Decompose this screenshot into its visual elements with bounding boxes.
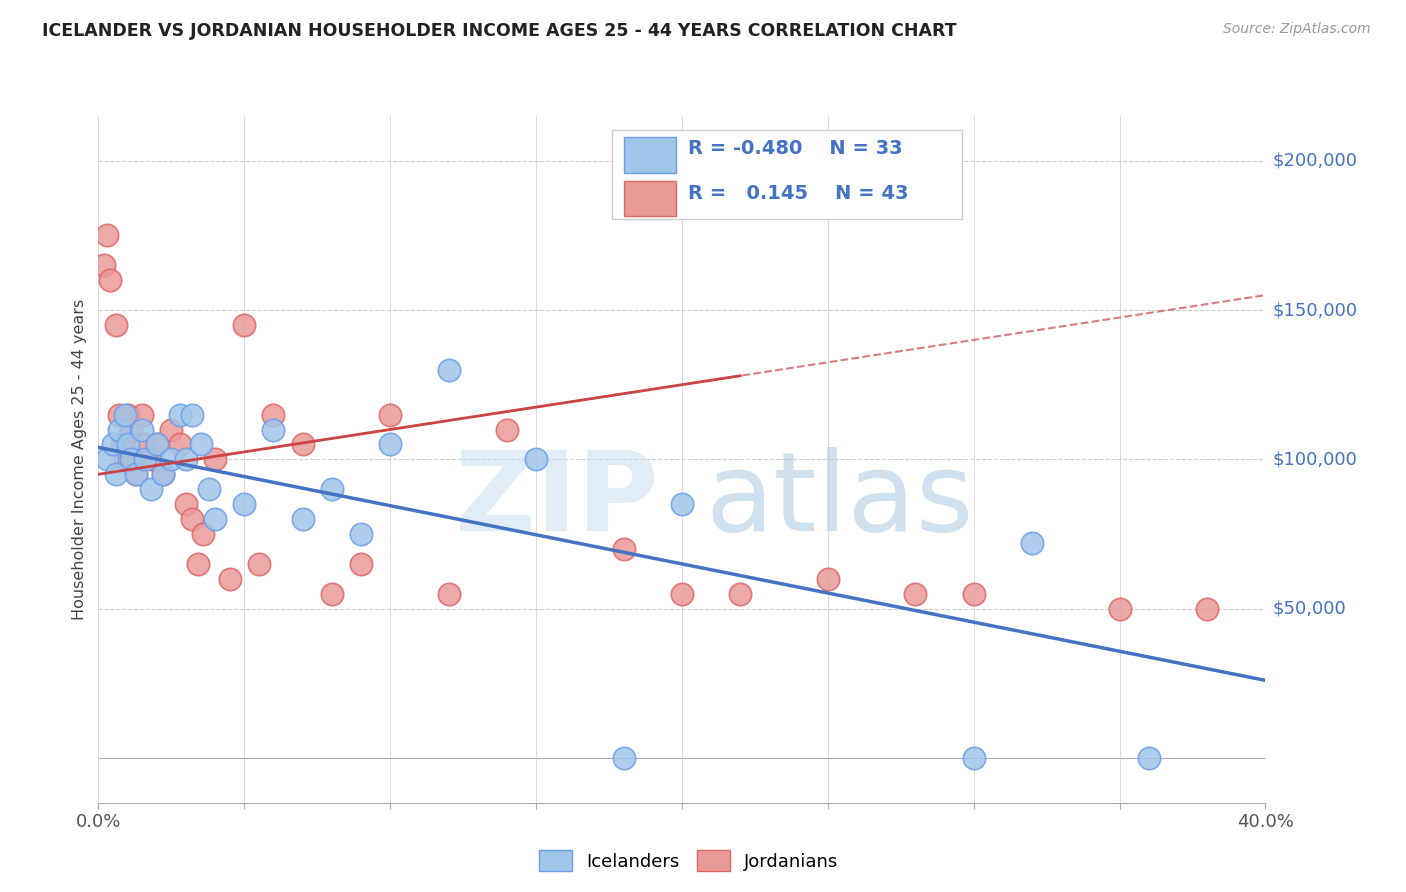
- Point: [152, 467, 174, 482]
- Point: [437, 587, 460, 601]
- Point: [247, 557, 270, 571]
- Point: [962, 587, 984, 601]
- FancyBboxPatch shape: [623, 180, 676, 216]
- FancyBboxPatch shape: [612, 129, 962, 219]
- Point: [108, 408, 131, 422]
- Point: [114, 452, 136, 467]
- Text: ZIP: ZIP: [456, 447, 658, 554]
- Point: [1137, 751, 1160, 765]
- Point: [96, 228, 118, 243]
- Point: [187, 557, 209, 571]
- Point: [180, 512, 202, 526]
- Point: [378, 408, 402, 422]
- Point: [291, 437, 314, 451]
- Point: [96, 452, 118, 467]
- Point: [904, 587, 927, 601]
- Legend: Icelanders, Jordanians: Icelanders, Jordanians: [531, 843, 846, 879]
- Point: [495, 423, 517, 437]
- Point: [198, 482, 221, 496]
- Point: [160, 423, 183, 437]
- Text: Source: ZipAtlas.com: Source: ZipAtlas.com: [1223, 22, 1371, 37]
- Point: [612, 751, 634, 765]
- Point: [193, 527, 215, 541]
- Point: [169, 408, 191, 422]
- Point: [114, 408, 136, 422]
- Point: [671, 497, 693, 511]
- Point: [131, 408, 153, 422]
- Text: $50,000: $50,000: [1272, 599, 1346, 617]
- Point: [321, 482, 343, 496]
- Point: [152, 467, 174, 482]
- Point: [378, 437, 402, 451]
- Point: [117, 408, 139, 422]
- Point: [108, 423, 131, 437]
- Point: [134, 437, 156, 451]
- Point: [134, 452, 156, 467]
- Point: [180, 408, 202, 422]
- Point: [437, 363, 460, 377]
- Point: [728, 587, 751, 601]
- Point: [291, 512, 314, 526]
- Point: [1021, 536, 1043, 550]
- Point: [169, 437, 191, 451]
- Point: [190, 437, 212, 451]
- Point: [160, 452, 183, 467]
- Point: [117, 437, 139, 451]
- Text: $150,000: $150,000: [1272, 301, 1358, 319]
- Point: [350, 527, 373, 541]
- Point: [204, 452, 226, 467]
- Point: [174, 497, 197, 511]
- Point: [139, 452, 162, 467]
- Point: [218, 572, 240, 586]
- Point: [104, 467, 127, 482]
- Text: $100,000: $100,000: [1272, 450, 1357, 468]
- Point: [262, 408, 284, 422]
- Point: [671, 587, 693, 601]
- Point: [146, 437, 169, 451]
- Point: [120, 423, 142, 437]
- Point: [104, 318, 127, 332]
- Point: [93, 258, 115, 272]
- Point: [139, 482, 162, 496]
- Point: [321, 587, 343, 601]
- Text: R = -0.480    N = 33: R = -0.480 N = 33: [688, 139, 903, 159]
- Text: R =   0.145    N = 43: R = 0.145 N = 43: [688, 184, 908, 203]
- Text: ICELANDER VS JORDANIAN HOUSEHOLDER INCOME AGES 25 - 44 YEARS CORRELATION CHART: ICELANDER VS JORDANIAN HOUSEHOLDER INCOM…: [42, 22, 957, 40]
- Point: [101, 437, 124, 451]
- Point: [146, 437, 169, 451]
- Point: [122, 452, 145, 467]
- Point: [120, 452, 142, 467]
- Point: [1108, 601, 1130, 615]
- Point: [350, 557, 373, 571]
- Point: [1195, 601, 1218, 615]
- Point: [204, 512, 226, 526]
- Point: [101, 4, 124, 19]
- Text: $200,000: $200,000: [1272, 152, 1357, 169]
- Point: [262, 423, 284, 437]
- Point: [962, 751, 984, 765]
- Point: [174, 452, 197, 467]
- Point: [233, 497, 256, 511]
- Point: [98, 273, 121, 287]
- Point: [233, 318, 256, 332]
- Point: [612, 541, 634, 556]
- Point: [111, 437, 134, 451]
- Y-axis label: Householder Income Ages 25 - 44 years: Householder Income Ages 25 - 44 years: [72, 299, 87, 620]
- Point: [131, 423, 153, 437]
- Point: [125, 467, 148, 482]
- Point: [524, 452, 547, 467]
- Point: [125, 467, 148, 482]
- Point: [817, 572, 839, 586]
- Text: atlas: atlas: [706, 447, 974, 554]
- FancyBboxPatch shape: [623, 137, 676, 173]
